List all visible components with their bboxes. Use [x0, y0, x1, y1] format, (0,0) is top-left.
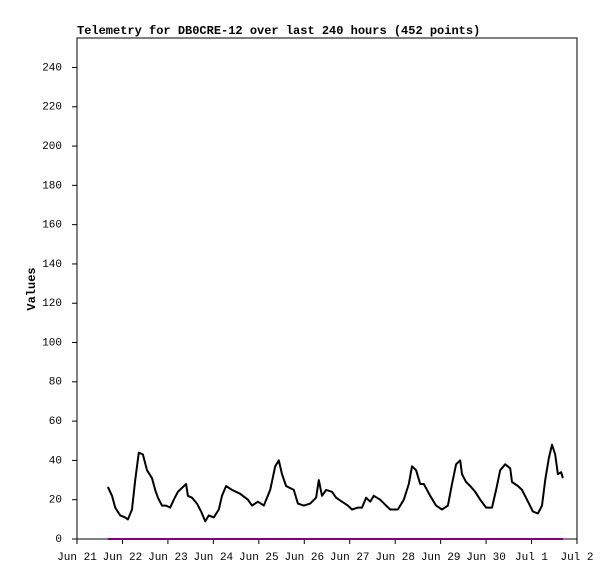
y-tick-label: 140 [42, 259, 62, 271]
x-tick-label: Jul 1 [515, 552, 548, 564]
y-tick-label: 0 [55, 534, 62, 546]
x-tick-label: Jun 30 [466, 552, 506, 564]
y-tick-label: 20 [49, 495, 62, 507]
x-tick-label: Jun 25 [239, 552, 279, 564]
y-tick-label: 120 [42, 298, 62, 310]
plot-frame [76, 37, 578, 540]
chart-title: Telemetry for DB0CRE-12 over last 240 ho… [77, 24, 480, 38]
y-tick-label: 100 [42, 337, 62, 349]
x-tick-label: Jun 27 [330, 552, 370, 564]
y-axis-label: Values [25, 267, 39, 310]
x-tick-label: Jun 28 [375, 552, 415, 564]
x-tick-label: Jun 23 [148, 552, 188, 564]
y-tick-label: 80 [49, 377, 62, 389]
y-tick-label: 60 [49, 416, 62, 428]
x-tick-label: Jul 2 [560, 552, 593, 564]
x-tick-label: Jun 26 [284, 552, 324, 564]
x-tick-label: Jun 24 [194, 552, 234, 564]
data-line [106, 443, 564, 523]
y-tick-label: 220 [42, 102, 62, 114]
x-tick-label: Jun 22 [103, 552, 143, 564]
x-tick-label: Jun 21 [57, 552, 97, 564]
y-tick-label: 160 [42, 220, 62, 232]
y-tick-label: 40 [49, 455, 62, 467]
y-tick-label: 180 [42, 180, 62, 192]
y-tick-label: 240 [42, 62, 62, 74]
y-tick-label: 200 [42, 141, 62, 153]
x-tick-label: Jun 29 [421, 552, 461, 564]
